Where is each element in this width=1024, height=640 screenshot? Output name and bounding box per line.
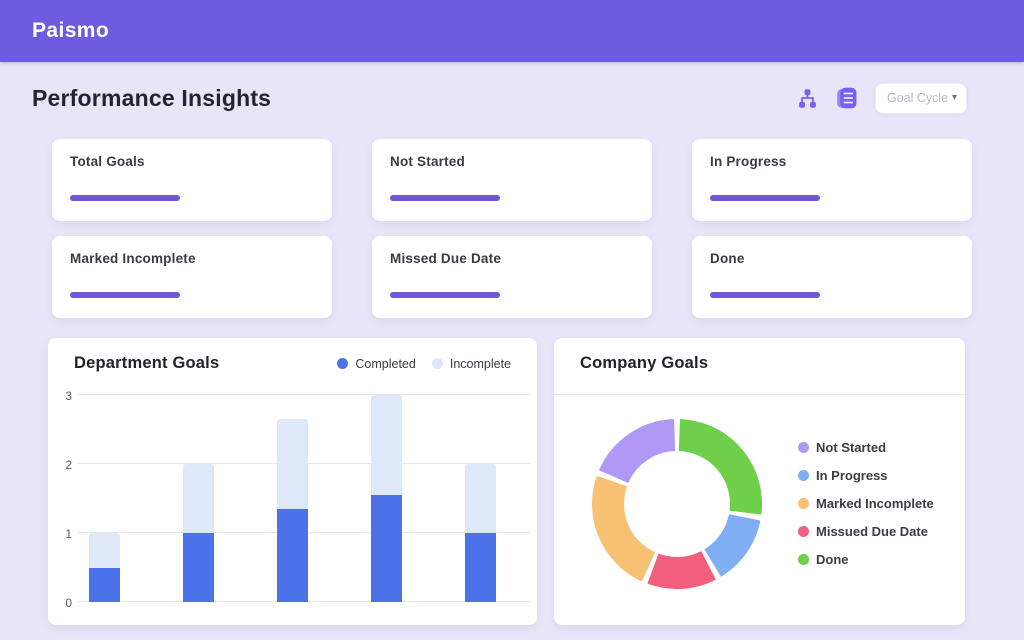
legend-dot-icon bbox=[798, 553, 809, 565]
y-tick-label: 1 bbox=[65, 527, 72, 541]
bar-segment-incomplete bbox=[276, 419, 308, 509]
stat-value-placeholder bbox=[70, 292, 180, 298]
stat-card-done[interactable]: Done bbox=[692, 236, 972, 318]
goal-cycle-label: Goal Cycle bbox=[887, 91, 949, 105]
chevron-down-icon: ▾ bbox=[951, 92, 957, 103]
stat-card-title: Marked Incomplete bbox=[70, 251, 196, 266]
org-chart-icon[interactable] bbox=[797, 88, 818, 109]
legend-label: In Progress bbox=[816, 467, 888, 483]
legend-label: Incomplete bbox=[449, 356, 511, 371]
bar-segment-incomplete bbox=[182, 464, 214, 533]
stat-card-title: Not Started bbox=[390, 154, 465, 169]
bar-chart-title: Department Goals bbox=[74, 354, 220, 372]
legend-item-in-progress[interactable]: In Progress bbox=[798, 461, 934, 489]
donut-segment-missued-due-date[interactable] bbox=[647, 550, 716, 589]
stat-card-not-started[interactable]: Not Started bbox=[372, 139, 652, 221]
donut-chart-header: Company Goals bbox=[554, 338, 965, 373]
stat-value-placeholder bbox=[390, 292, 500, 298]
legend-item-done[interactable]: Done bbox=[798, 545, 934, 573]
stat-card-title: Missed Due Date bbox=[390, 251, 502, 266]
legend-dot-icon bbox=[337, 358, 349, 369]
stat-value-placeholder bbox=[710, 195, 820, 201]
bar-segment-completed bbox=[88, 567, 120, 602]
legend-dot-icon bbox=[798, 441, 809, 453]
header-controls: Goal Cycle ▾ bbox=[797, 82, 967, 114]
page-title: Performance Insights bbox=[32, 84, 272, 111]
legend-label: Marked Incomplete bbox=[816, 495, 934, 511]
goal-cycle-select[interactable]: Goal Cycle ▾ bbox=[875, 82, 967, 114]
legend-dot-icon bbox=[431, 358, 443, 369]
company-goals-card: Company Goals Not Started In Progress Mark… bbox=[554, 338, 965, 625]
legend-dot-icon bbox=[798, 525, 809, 537]
stat-card-title: In Progress bbox=[710, 154, 787, 169]
donut-segment-done[interactable] bbox=[678, 419, 762, 515]
stat-value-placeholder bbox=[710, 292, 820, 298]
stat-value-placeholder bbox=[390, 195, 500, 201]
donut-segment-in-progress[interactable] bbox=[703, 513, 761, 577]
legend-item-missued-due-date[interactable]: Missued Due Date bbox=[798, 517, 934, 545]
bar-group-4[interactable] bbox=[370, 395, 402, 602]
charts-row: Department Goals Completed Incomplete 0 1 2… bbox=[48, 338, 965, 625]
bar-segment-completed bbox=[464, 533, 496, 602]
donut-segment-not-started[interactable] bbox=[598, 419, 676, 484]
bar-group-3[interactable] bbox=[276, 419, 308, 602]
bar-group-1[interactable] bbox=[88, 533, 120, 602]
legend-label: Missued Due Date bbox=[816, 523, 928, 539]
stat-card-total-goals[interactable]: Total Goals bbox=[52, 139, 332, 221]
stat-card-title: Done bbox=[710, 251, 745, 266]
bar-chart-header: Department Goals Completed Incomplete bbox=[48, 338, 537, 373]
page-header: Performance Insights Goal Cycle bbox=[0, 62, 1024, 134]
gridline bbox=[78, 394, 530, 395]
donut-segment-marked-incomplete[interactable] bbox=[592, 475, 656, 582]
card-divider bbox=[554, 394, 965, 395]
bar-chart-plot: 0 1 2 3 bbox=[65, 389, 530, 610]
legend-dot-icon bbox=[798, 497, 809, 509]
bar-group-5[interactable] bbox=[464, 464, 496, 602]
donut-chart-legend: Not Started In Progress Marked Incomplete M… bbox=[798, 433, 934, 573]
y-tick-label: 3 bbox=[65, 389, 72, 403]
bar-segment-completed bbox=[370, 495, 402, 602]
stat-value-placeholder bbox=[70, 195, 180, 201]
legend-item-marked-incomplete[interactable]: Marked Incomplete bbox=[798, 489, 934, 517]
legend-item-completed[interactable]: Completed bbox=[337, 356, 416, 371]
legend-label: Done bbox=[816, 551, 849, 567]
stats-grid: Total Goals Not Started In Progress Mark… bbox=[52, 139, 972, 318]
department-goals-card: Department Goals Completed Incomplete 0 1 2… bbox=[48, 338, 537, 625]
y-tick-label: 0 bbox=[65, 596, 72, 610]
legend-label: Completed bbox=[355, 356, 416, 371]
legend-label: Not Started bbox=[816, 439, 887, 455]
y-tick-label: 2 bbox=[65, 458, 72, 472]
legend-dot-icon bbox=[798, 469, 809, 481]
bar-segment-completed bbox=[276, 508, 308, 602]
stat-card-missed-due-date[interactable]: Missed Due Date bbox=[372, 236, 652, 318]
bar-chart-legend: Completed Incomplete bbox=[337, 357, 511, 371]
stat-card-marked-incomplete[interactable]: Marked Incomplete bbox=[52, 236, 332, 318]
bar-segment-completed bbox=[182, 533, 214, 602]
bar-segment-incomplete bbox=[370, 395, 402, 496]
bar-segment-incomplete bbox=[88, 533, 120, 568]
stat-card-in-progress[interactable]: In Progress bbox=[692, 139, 972, 221]
bar-group-2[interactable] bbox=[182, 464, 214, 602]
stat-card-title: Total Goals bbox=[70, 154, 145, 169]
bar-segment-incomplete bbox=[464, 464, 496, 533]
donut-chart-title: Company Goals bbox=[580, 354, 709, 372]
legend-item-not-started[interactable]: Not Started bbox=[798, 433, 934, 461]
list-icon[interactable] bbox=[835, 86, 858, 110]
donut-chart bbox=[592, 419, 762, 589]
topbar: Paismo bbox=[0, 0, 1024, 62]
legend-item-incomplete[interactable]: Incomplete bbox=[431, 356, 511, 371]
brand-logo[interactable]: Paismo bbox=[32, 19, 110, 42]
